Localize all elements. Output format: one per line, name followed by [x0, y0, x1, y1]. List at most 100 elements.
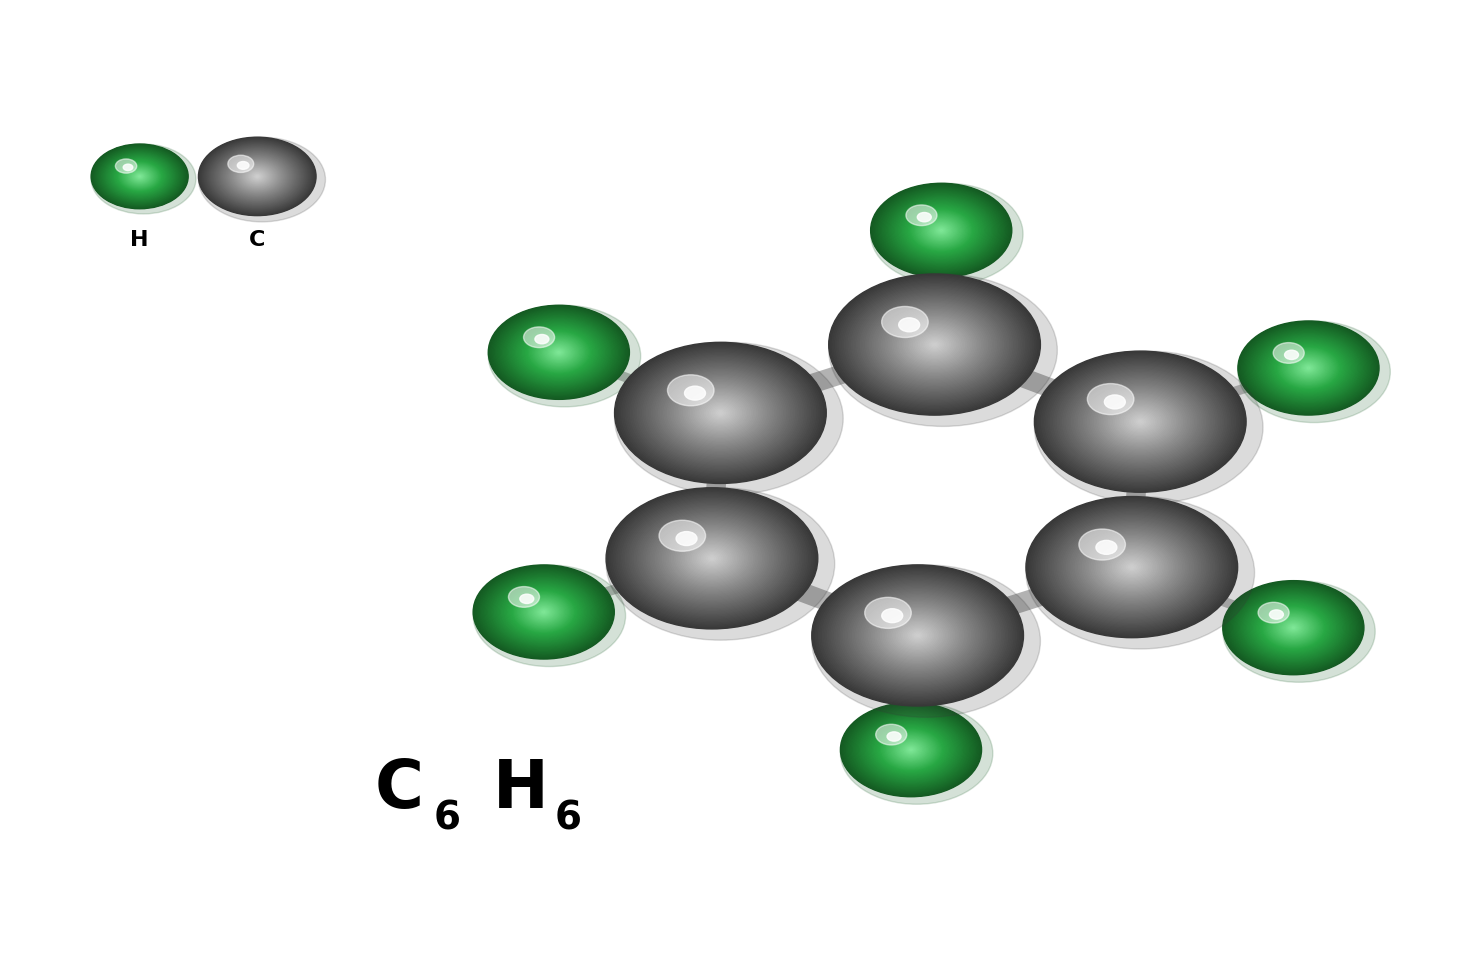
Circle shape — [1241, 593, 1347, 663]
Circle shape — [883, 731, 939, 768]
Circle shape — [506, 587, 581, 637]
Circle shape — [936, 227, 945, 233]
Circle shape — [913, 212, 969, 249]
Circle shape — [1301, 363, 1317, 373]
Circle shape — [101, 151, 178, 202]
Circle shape — [506, 317, 612, 387]
Circle shape — [1053, 514, 1211, 620]
Circle shape — [121, 164, 159, 189]
Circle shape — [1050, 362, 1230, 481]
Circle shape — [904, 206, 978, 255]
Circle shape — [126, 168, 153, 185]
Circle shape — [860, 716, 961, 783]
Circle shape — [641, 360, 800, 465]
Circle shape — [244, 168, 270, 185]
Circle shape — [1269, 341, 1348, 395]
Circle shape — [116, 161, 165, 192]
Circle shape — [883, 613, 951, 658]
Circle shape — [1307, 367, 1311, 369]
Circle shape — [1098, 545, 1166, 589]
Circle shape — [245, 169, 269, 184]
Circle shape — [875, 608, 960, 663]
Circle shape — [850, 709, 972, 791]
Circle shape — [1035, 351, 1263, 504]
Circle shape — [875, 725, 948, 774]
Circle shape — [1089, 387, 1191, 456]
Text: C: C — [375, 756, 423, 822]
Circle shape — [889, 736, 932, 763]
Circle shape — [836, 581, 998, 690]
Circle shape — [647, 514, 778, 602]
Circle shape — [711, 407, 729, 418]
Circle shape — [1247, 597, 1341, 660]
Circle shape — [659, 371, 782, 454]
Circle shape — [897, 621, 939, 650]
Circle shape — [717, 411, 723, 416]
Circle shape — [498, 582, 588, 642]
Circle shape — [848, 708, 975, 792]
Circle shape — [545, 344, 572, 361]
Circle shape — [516, 323, 603, 381]
Circle shape — [116, 161, 163, 192]
Circle shape — [504, 316, 614, 389]
Circle shape — [1026, 497, 1254, 649]
Circle shape — [629, 503, 795, 613]
Circle shape — [1225, 582, 1361, 673]
Circle shape — [713, 409, 728, 417]
Circle shape — [1272, 343, 1347, 393]
Circle shape — [1252, 601, 1335, 656]
Circle shape — [861, 716, 960, 783]
Circle shape — [882, 612, 953, 659]
Circle shape — [684, 540, 741, 577]
Circle shape — [657, 370, 784, 456]
Circle shape — [517, 324, 600, 379]
Circle shape — [254, 174, 260, 178]
Circle shape — [203, 140, 312, 213]
Circle shape — [631, 353, 810, 473]
Circle shape — [1277, 348, 1339, 388]
Circle shape — [1273, 614, 1313, 641]
Circle shape — [1138, 420, 1142, 422]
Circle shape — [891, 197, 992, 264]
Circle shape — [229, 158, 285, 195]
Circle shape — [100, 150, 181, 204]
Circle shape — [520, 594, 534, 604]
Circle shape — [1060, 518, 1204, 615]
Circle shape — [832, 276, 1036, 413]
Circle shape — [931, 223, 951, 237]
Circle shape — [250, 172, 265, 181]
Circle shape — [500, 313, 617, 391]
Circle shape — [710, 406, 731, 420]
Circle shape — [218, 150, 297, 203]
Circle shape — [235, 162, 279, 191]
Circle shape — [888, 615, 948, 656]
Circle shape — [903, 323, 966, 366]
Circle shape — [1073, 528, 1191, 606]
Circle shape — [1100, 395, 1180, 449]
Circle shape — [557, 351, 562, 354]
Circle shape — [539, 339, 579, 366]
Circle shape — [904, 205, 979, 256]
Circle shape — [107, 155, 172, 198]
Circle shape — [132, 172, 147, 181]
Circle shape — [664, 526, 760, 590]
Circle shape — [96, 147, 184, 206]
Circle shape — [872, 302, 998, 387]
Circle shape — [919, 216, 963, 245]
Circle shape — [528, 601, 560, 623]
Circle shape — [225, 155, 290, 198]
Circle shape — [675, 534, 750, 583]
Circle shape — [1289, 624, 1298, 631]
Circle shape — [898, 318, 920, 332]
Circle shape — [856, 712, 966, 787]
Circle shape — [860, 597, 976, 674]
Circle shape — [873, 185, 1010, 275]
Circle shape — [498, 313, 619, 392]
Circle shape — [1080, 381, 1200, 462]
Circle shape — [635, 507, 789, 611]
Circle shape — [228, 155, 254, 172]
Circle shape — [1130, 565, 1133, 568]
Circle shape — [513, 592, 575, 632]
Circle shape — [626, 351, 814, 475]
Circle shape — [1289, 356, 1327, 380]
